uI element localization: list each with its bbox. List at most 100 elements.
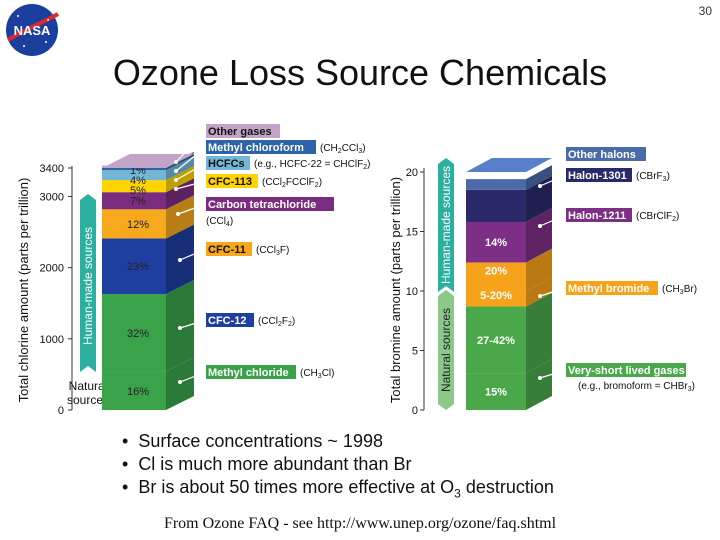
br-callout-line [539, 153, 567, 169]
bullet-cl-br: Cl is much more abundant than Br [122, 453, 554, 476]
cl-callout-formula: (CCl4) [206, 216, 233, 228]
cl-y-axis-title: Total chlorine amount (parts per trillio… [16, 178, 31, 403]
label-fragment: 3 [276, 250, 280, 257]
cl-segment-percent: 32% [127, 328, 149, 340]
cl-natural-label-1: Natural [69, 379, 108, 393]
br-callout-line [539, 287, 567, 297]
br-bar-segment [466, 306, 526, 374]
cl-callout-box [206, 174, 258, 188]
br-bar-side [526, 359, 552, 410]
cl-bar-segment [102, 180, 166, 193]
label-fragment: (CCl [256, 245, 276, 256]
br-callout-name: Other halons [568, 149, 636, 161]
label-fragment: ) [319, 177, 322, 188]
br-y-tick-label: 20 [406, 167, 418, 179]
cl-natural-label-2: sources [67, 393, 109, 407]
label-fragment: 3 [358, 148, 362, 155]
br-callout-box [566, 147, 646, 161]
br-bar-segment [466, 221, 526, 263]
cl-human-label: Human-made sources [81, 227, 95, 345]
br-callout-line-dot [538, 294, 542, 298]
br-bar-segment [466, 291, 526, 307]
label-fragment: (CH [320, 143, 338, 154]
cl-callout-formula: (CH3Cl) [300, 368, 334, 380]
br-callout-name: Halon-1301 [568, 170, 627, 182]
cl-bar-side [166, 279, 194, 372]
br-y-tick-label: 15 [406, 227, 418, 239]
label-fragment: ) [692, 381, 695, 392]
cl-callout-line [175, 130, 207, 163]
label-fragment: 22 [311, 159, 323, 170]
br-callout-line [539, 174, 567, 187]
br-bar-segment [466, 179, 526, 190]
br-segment-percent: 5-20% [480, 290, 512, 302]
cl-callout-line [179, 248, 207, 261]
cl-segment-percent: 16% [127, 386, 149, 398]
label-fragment: ) [667, 171, 670, 182]
nasa-logo: NASA [6, 4, 59, 56]
cl-y-tick-label: 0 [58, 405, 64, 417]
label-fragment: ) [362, 143, 365, 154]
cl-callout-box [206, 140, 316, 154]
cl-callout-formula: (CCl2F2) [258, 316, 295, 328]
br-y-tick-label: 0 [412, 405, 418, 417]
br-bar-segment [466, 373, 526, 410]
cl-callout-formula: (e.g., HCFC-22 = CHClF2) [254, 159, 370, 171]
br-callout-box [566, 281, 658, 295]
cl-callout-box [206, 156, 250, 170]
cl-callout-line [179, 371, 207, 383]
cl-callout-box [206, 197, 334, 211]
br-bar-segment [466, 189, 526, 222]
br-callout-formula: (CBrF3) [636, 171, 670, 183]
br-segment-percent: 20% [485, 265, 507, 277]
label-fragment: 3 [318, 373, 322, 380]
nasa-logo-text: NASA [14, 23, 51, 38]
br-callout-line-dot [538, 224, 542, 228]
source-footer: From Ozone FAQ - see http://www.unep.org… [163, 515, 557, 532]
br-y-tick-label: 5 [412, 346, 418, 358]
cl-callout-line-dot [178, 380, 182, 384]
page-number: 30 [698, 4, 712, 18]
cl-callout-line [177, 203, 207, 215]
label-fragment: 2 [363, 164, 367, 171]
bullet-br-effective: Br is about 50 times more effective at O… [122, 476, 554, 506]
cl-callout-name: HCFCs [208, 158, 245, 170]
label-fragment: (e.g., HCFC- [254, 159, 311, 170]
label-fragment: (CCl [258, 316, 278, 327]
ozone-chart: 0 1000 2000 3000 3400 Total chlorine amount (… [16, 124, 697, 417]
cl-y-tick-label: 3400 [40, 163, 64, 175]
label-fragment: CCl [342, 143, 359, 154]
label-fragment: (CH [300, 368, 318, 379]
label-fragment: F [282, 316, 288, 327]
br-bar-side [526, 175, 552, 222]
cl-y-tick-label: 1000 [40, 334, 64, 346]
label-fragment: 2 [282, 182, 286, 189]
label-fragment: 2 [338, 148, 342, 155]
cl-bar-segment [102, 167, 166, 171]
cl-human-bracket [80, 194, 96, 372]
label-fragment: Cl) [322, 368, 335, 379]
cl-callout-box [206, 313, 254, 327]
br-callout-line-dot [538, 376, 542, 380]
cl-callout-line-dot [174, 187, 178, 191]
label-fragment: 3 [663, 176, 667, 183]
cl-callout-line-dot [174, 169, 178, 173]
page-title: Ozone Loss Source Chemicals [112, 52, 608, 93]
br-segment-percent: 15% [485, 387, 507, 399]
cl-callout-line [175, 162, 207, 181]
label-fragment: 3 [680, 289, 684, 296]
br-callout-name: Very-short lived gases [568, 365, 685, 377]
bullet-br-effective-text: Br is about 50 times more effective at O… [138, 477, 554, 501]
cl-bar-segment [102, 170, 166, 181]
br-callout-line-dot [538, 166, 542, 170]
br-bar-side [526, 165, 552, 190]
label-fragment: ) [367, 159, 370, 170]
cl-callout-box [206, 124, 280, 138]
cl-segment-percent: 4% [130, 175, 146, 187]
label-fragment: ) [676, 211, 679, 222]
br-callout-line [539, 214, 567, 227]
cl-bar-side [166, 195, 194, 239]
cl-y-tick-label: 3000 [40, 191, 64, 203]
cl-callout-line [179, 319, 207, 329]
cl-bar-segment [102, 371, 166, 410]
